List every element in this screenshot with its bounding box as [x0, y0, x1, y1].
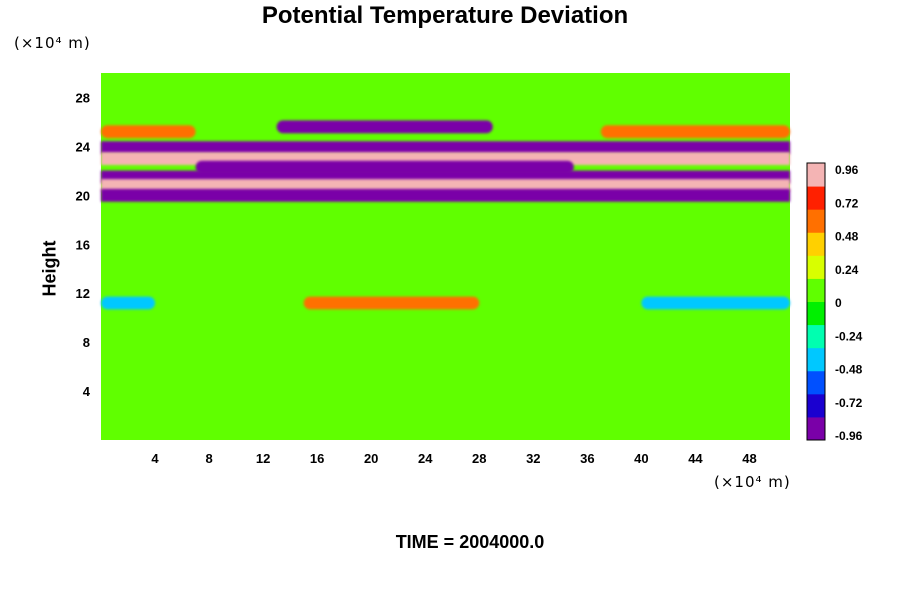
colorbar-swatch: [807, 186, 825, 210]
y-tick-label: 28: [76, 90, 90, 105]
colorbar-swatch: [807, 416, 825, 441]
x-tick-label: 48: [742, 451, 756, 466]
field-band-3: [276, 120, 493, 134]
colorbar-label: -0.48: [835, 363, 863, 377]
field-band-4: [101, 141, 790, 155]
x-tick-label: 44: [688, 451, 703, 466]
colorbar-swatch: [807, 393, 825, 418]
colorbar-label: 0.48: [835, 230, 859, 244]
x-tick-label: 40: [634, 451, 648, 466]
colorbar-label: 0: [835, 296, 842, 310]
colorbar-label: -0.24: [835, 329, 863, 343]
field-band-12: [641, 296, 790, 310]
colorbar-label: 0.72: [835, 196, 859, 210]
colorbar-label: 0.24: [835, 263, 859, 277]
x-tick-label: 16: [310, 451, 324, 466]
x-tick-label: 24: [418, 451, 433, 466]
colorbar-swatch: [807, 370, 825, 395]
colorbar-swatch: [807, 163, 825, 187]
y-axis: 4 8 12 16 20 24 28: [76, 90, 91, 399]
chart-title: Potential Temperature Deviation: [261, 2, 629, 29]
y-tick-label: 8: [83, 335, 90, 350]
x-tick-label: 36: [580, 451, 594, 466]
colorbar-swatch: [807, 324, 825, 349]
y-tick-label: 4: [83, 384, 91, 399]
colorbar-swatch: [807, 232, 825, 256]
colorbar-swatch: [807, 255, 825, 279]
field-band-2: [600, 125, 790, 139]
colorbar-swatch: [807, 347, 825, 372]
x-tick-label: 12: [256, 451, 270, 466]
colorbar-label: -0.96: [835, 429, 863, 443]
x-tick-label: 4: [151, 451, 159, 466]
y-unit-label: (×10⁴ m): [14, 34, 91, 52]
colorbar-swatch: [807, 209, 825, 233]
x-tick-label: 28: [472, 451, 486, 466]
y-tick-label: 20: [76, 188, 90, 203]
colorbar-swatch: [807, 301, 825, 326]
field-band-1: [101, 125, 196, 139]
x-tick-label: 32: [526, 451, 540, 466]
colorbar-frame: [806, 162, 826, 441]
field-band-9: [101, 188, 790, 202]
colorbar-label: -0.72: [835, 396, 863, 410]
colorbar-swatch: [807, 278, 825, 302]
field-band-6: [195, 160, 574, 174]
x-unit-label: (×10⁴ m): [714, 473, 791, 491]
time-label: TIME = 2004000.0: [395, 532, 545, 552]
field-band-8: [101, 179, 790, 192]
x-tick-label: 8: [205, 451, 212, 466]
y-tick-label: 12: [76, 286, 90, 301]
colorbar-label: 0.96: [835, 163, 859, 177]
field-band-10: [303, 296, 480, 310]
y-tick-label: 24: [76, 139, 91, 154]
x-tick-label: 20: [364, 451, 378, 466]
y-tick-label: 16: [76, 237, 90, 252]
plot-area: [101, 73, 790, 440]
x-axis: 4 8 12 16 20 24 28 32 36 40 44 48: [151, 451, 756, 466]
field-band-11: [101, 296, 156, 310]
colorbar: 0.96 0.72 0.48 0.24 0 -0.24 -0.48 -0.72 -0.96: [806, 162, 863, 443]
